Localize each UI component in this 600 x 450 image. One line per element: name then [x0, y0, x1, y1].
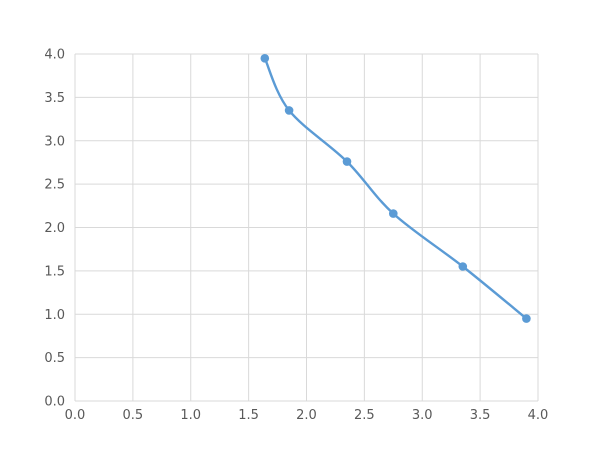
x-axis-tick-label: 0.5 [123, 408, 144, 423]
data-point-marker [389, 209, 398, 218]
x-axis-tick-label: 3.0 [412, 408, 433, 423]
x-axis-tick-label: 1.5 [238, 408, 259, 423]
x-axis-tick-label: 2.0 [296, 408, 317, 423]
y-axis-tick-label: 4.0 [44, 48, 65, 63]
y-axis-tick-label: 3.5 [44, 91, 65, 106]
x-axis-tick-labels: 0.0 0.5 1.0 1.5 2.0 2.5 3.0 3.5 4.0 [65, 408, 549, 423]
data-point-marker [342, 157, 352, 166]
data-point-marker [260, 54, 270, 63]
grid-layer [74, 53, 539, 402]
x-axis-tick-label: 3.5 [470, 408, 491, 423]
y-axis-tick-label: 2.0 [44, 221, 65, 236]
y-axis-tick-label: 3.0 [44, 134, 65, 149]
y-axis-tick-label: 1.5 [44, 264, 65, 279]
y-axis-tick-label: 0.0 [44, 395, 65, 410]
data-point-marker [284, 106, 294, 115]
x-axis-tick-label: 0.0 [65, 408, 86, 423]
data-point-marker [522, 314, 531, 323]
y-axis-tick-label: 1.0 [44, 308, 65, 323]
y-axis-tick-labels: 0.0 0.5 1.0 1.5 2.0 2.5 3.0 3.5 4.0 [44, 48, 65, 410]
x-axis-tick-label: 1.0 [180, 408, 201, 423]
data-point-marker [458, 262, 468, 271]
x-axis-tick-label: 4.0 [528, 408, 549, 423]
y-axis-tick-label: 0.5 [44, 351, 65, 366]
data-series-layer [260, 54, 531, 323]
y-axis-tick-label: 2.5 [44, 178, 65, 193]
x-axis-tick-label: 2.5 [354, 408, 375, 423]
